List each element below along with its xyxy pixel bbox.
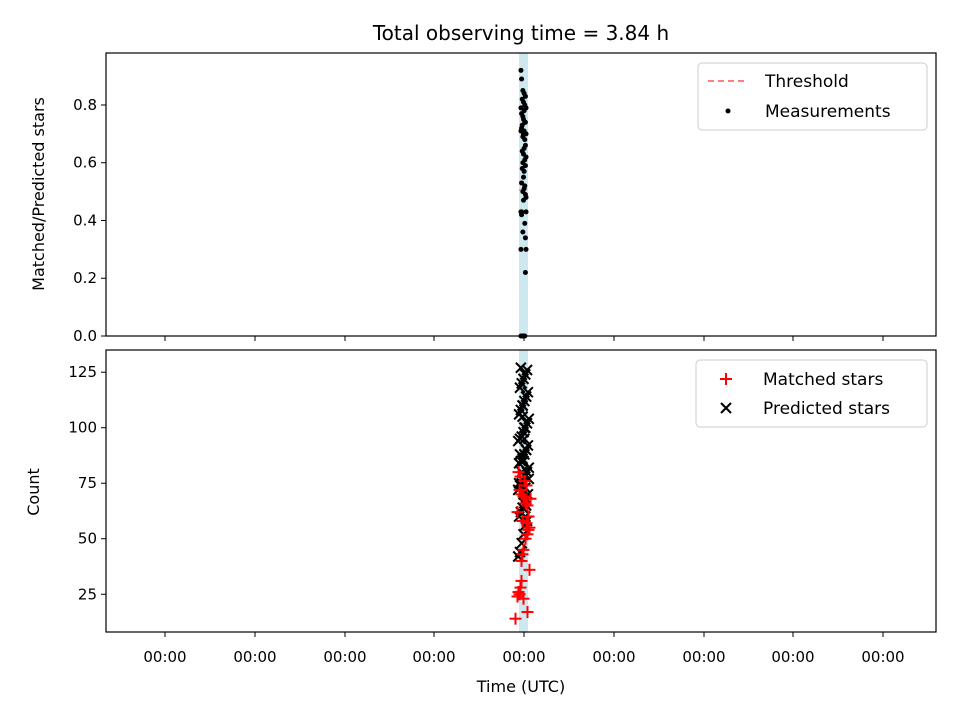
predicted-star-point [518, 433, 531, 445]
measurement-point [523, 154, 529, 160]
legend-threshold-label: Threshold [764, 72, 849, 92]
predicted-star-point [518, 422, 531, 434]
predicted-star-point [517, 455, 530, 467]
measurement-point [520, 189, 526, 195]
measurement-point [522, 137, 528, 143]
x-tick-label: 00:00 [861, 648, 904, 666]
matched-star-point [519, 497, 532, 510]
matched-star-point [515, 488, 528, 501]
axes-frame-bottom [105, 349, 937, 633]
x-tick-label: 00:00 [143, 648, 186, 666]
matched-star-point [522, 523, 535, 536]
measurement-point [522, 220, 528, 226]
measurement-point [518, 105, 524, 111]
y-tick-label: 0.6 [73, 154, 97, 172]
matched-star-point [511, 506, 524, 519]
matched-star-point [523, 563, 536, 576]
matched-star-point [509, 612, 522, 625]
measurement-point [522, 163, 528, 169]
legend-measurements-label: Measurements [765, 102, 891, 122]
legend-top: Threshold Measurements [697, 62, 928, 131]
predicted-star-point [514, 448, 526, 461]
x-tick-label: 00:00 [682, 648, 725, 666]
matched-star-point [517, 592, 530, 605]
legend-predicted-swatch [720, 402, 732, 414]
x-tick-label: 00:00 [233, 648, 276, 666]
y-tick-label: 100 [68, 419, 97, 437]
x-tick-label: 00:00 [502, 648, 545, 666]
measurement-point [522, 333, 528, 339]
y-axis-title-top: Matched/Predicted stars [29, 97, 48, 291]
measurement-point [521, 197, 526, 203]
measurement-point [519, 212, 525, 218]
predicted-star-point [516, 410, 529, 423]
measurement-point [522, 93, 528, 99]
y-tick-label: 0.2 [73, 269, 97, 287]
y-tick-label: 25 [78, 585, 97, 603]
legend-matched-swatch [720, 373, 732, 385]
legend-bottom: Matched stars Predicted stars [695, 359, 928, 428]
legend-top-box [697, 62, 928, 131]
predicted-star-point [522, 386, 534, 398]
measurement-point [523, 105, 529, 111]
x-ticks-bottom: 00:00 00:00 00:00 00:00 00:00 00:00 00:00 00:00… [143, 632, 905, 666]
measurement-point [518, 246, 524, 252]
measurement-points [518, 67, 529, 339]
y-axis-title-bottom: Count [24, 468, 43, 516]
measurement-point [518, 67, 524, 73]
measurement-point [518, 128, 524, 134]
y-ticks-bottom: 25 50 75 100 125 [68, 363, 106, 603]
y-ticks-top: 0.0 0.2 0.4 0.6 0.8 [73, 96, 106, 345]
measurement-point [522, 235, 528, 241]
y-tick-label: 50 [78, 530, 97, 548]
matched-star-point [515, 574, 528, 587]
measurement-point [519, 76, 525, 82]
predicted-star-point [520, 444, 532, 456]
y-tick-label: 0.8 [73, 96, 97, 114]
measurement-point [521, 174, 526, 180]
chart-title: Total observing time = 3.84 h [372, 21, 669, 45]
matched-star-point [521, 499, 534, 512]
predicted-star-point [521, 364, 533, 376]
predicted-star-point [523, 413, 535, 425]
matched-star-point [520, 517, 533, 530]
matched-star-point [517, 490, 530, 503]
y-tick-label: 0.4 [73, 211, 97, 229]
panel-ratio: 0.00.20.40.60.8 Matched/Predicted stars … [29, 52, 937, 345]
legend-predicted-label: Predicted stars [763, 399, 890, 419]
x-ticks-top [164, 336, 884, 341]
y-tick-label: 0.0 [73, 327, 97, 345]
measurement-point [523, 131, 529, 137]
measurement-point [519, 166, 525, 172]
measurement-point [522, 269, 528, 275]
x-tick-label: 00:00 [771, 648, 814, 666]
x-tick-label: 00:00 [592, 648, 635, 666]
measurement-point [519, 180, 525, 186]
predicted-star-point [513, 477, 525, 489]
y-tick-label: 75 [78, 474, 97, 492]
predicted-star-point [516, 399, 529, 412]
matched-stars-points [509, 466, 537, 625]
y-tick-label: 125 [68, 363, 97, 381]
x-axis-title: Time (UTC) [476, 677, 565, 696]
legend-bottom-box [695, 359, 928, 428]
measurement-point [522, 119, 528, 125]
predicted-star-point [515, 362, 527, 374]
x-tick-label: 00:00 [412, 648, 455, 666]
measurement-point [523, 209, 529, 215]
legend-matched-label: Matched stars [763, 370, 883, 390]
legend-measurements-swatch [725, 108, 731, 114]
matched-star-point [521, 606, 534, 619]
measurement-point [520, 229, 526, 235]
matched-star-point [517, 543, 530, 556]
matched-star-point [520, 479, 533, 492]
x-tick-label: 00:00 [323, 648, 366, 666]
measurement-point [523, 246, 529, 252]
